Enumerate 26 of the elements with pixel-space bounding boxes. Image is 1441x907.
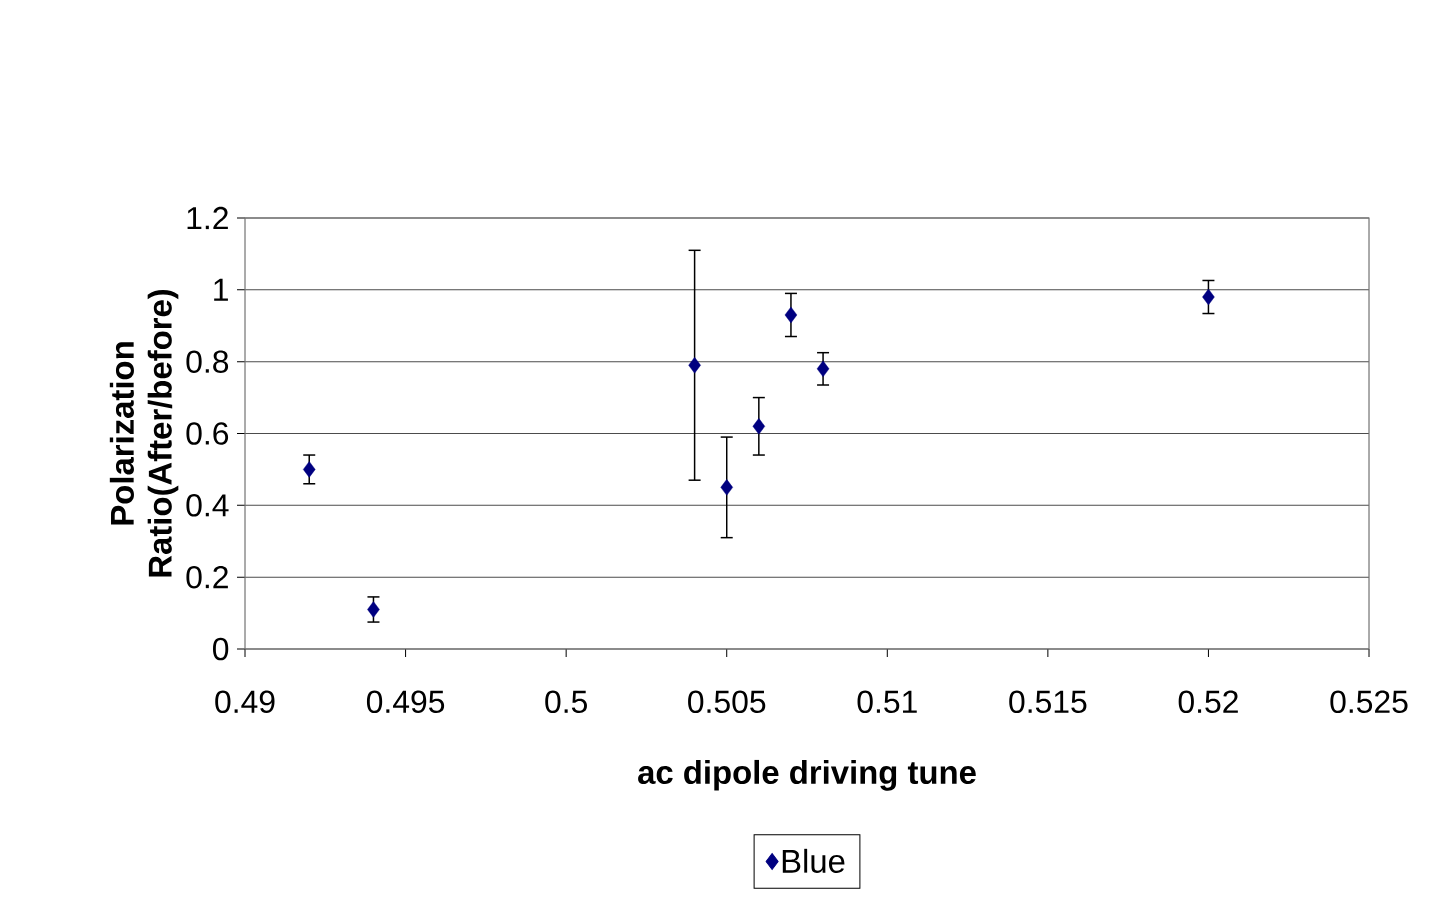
x-tick-label: 0.52 — [1178, 690, 1238, 714]
point — [816, 360, 830, 378]
point — [752, 418, 766, 435]
y-tick-label: 1.2 — [187, 206, 228, 230]
point — [367, 601, 380, 618]
x-tick-label: 0.51 — [857, 690, 917, 714]
x-tick-label: 0.495 — [366, 690, 445, 714]
x-tick-label: 0.5 — [545, 690, 587, 714]
x-tick-label: 0.49 — [215, 690, 275, 714]
point — [688, 357, 701, 374]
y-tick-label: 0.2 — [186, 565, 228, 589]
point — [303, 461, 316, 478]
y-axis-title: Polarization Ratio(After/before) — [109, 289, 179, 577]
y-tick-label: 0.6 — [186, 422, 229, 445]
y-tick-label: 0 — [213, 637, 229, 661]
point — [1202, 288, 1215, 306]
point — [720, 479, 733, 496]
x-tick-label: 0.515 — [1009, 690, 1087, 714]
y-tick-label: 0.4 — [186, 494, 229, 517]
y-tick-label: 1 — [214, 278, 228, 301]
legend-label: Blue — [782, 848, 845, 873]
x-tick-label: 0.505 — [688, 690, 766, 714]
x-tick-label: 0.525 — [1330, 690, 1408, 714]
y-tick-label: 0.8 — [186, 350, 229, 373]
x-axis-title: ac dipole driving tune — [638, 759, 976, 791]
point — [784, 306, 798, 324]
